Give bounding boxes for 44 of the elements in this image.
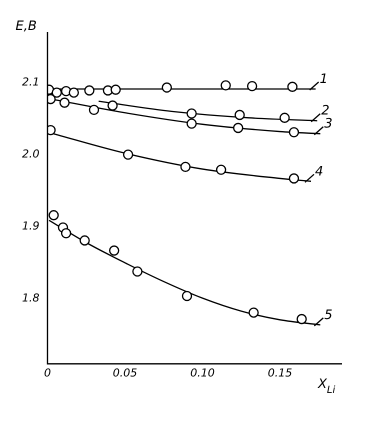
point [246,80,258,92]
point [180,162,191,172]
point [186,108,197,119]
x-tick-label: 0.05 [112,366,138,380]
x-tick-label: 0 [44,366,51,380]
point [80,235,90,246]
point [108,245,120,256]
point [288,173,300,184]
y-tick-label: 1.9 [22,220,40,233]
point [110,84,121,95]
point [287,82,298,92]
point [220,80,231,91]
legend-label: 4 [315,164,324,180]
point [182,290,192,302]
y-axis-title: E,B [15,19,37,34]
point [186,118,197,129]
point [68,87,79,98]
legend-label: 2 [321,104,330,119]
point [162,82,172,93]
point [132,266,143,277]
point [122,149,134,160]
point [107,100,118,111]
x-tick-label: 0.15 [268,366,292,380]
point [48,210,59,220]
y-tick-label: 1.8 [22,292,40,305]
point [216,164,226,175]
legend-label: 1 [320,72,328,87]
legend-label: 3 [324,116,333,132]
y-tick-label: 2.0 [22,147,40,160]
point [288,127,300,138]
point [248,307,259,318]
line-series [98,100,318,122]
point [59,98,70,108]
point [234,110,245,120]
x-tick-label: 0.10 [190,366,215,380]
point [280,112,290,123]
point [296,314,307,324]
point [88,104,100,116]
point [52,87,62,98]
y-tick-label: 2.1 [22,75,40,88]
point [233,122,244,134]
point [60,228,72,238]
point [84,85,94,96]
legend-label: 5 [324,308,333,323]
